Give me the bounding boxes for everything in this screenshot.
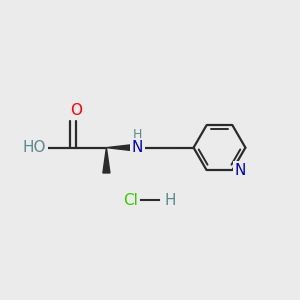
Text: O: O	[70, 103, 82, 118]
Polygon shape	[106, 144, 137, 151]
Text: N: N	[131, 140, 143, 155]
Text: H: H	[164, 193, 176, 208]
Text: HO: HO	[23, 140, 46, 155]
Text: Cl: Cl	[123, 193, 138, 208]
Text: H: H	[132, 128, 142, 141]
Text: N: N	[235, 163, 246, 178]
Polygon shape	[103, 148, 110, 173]
